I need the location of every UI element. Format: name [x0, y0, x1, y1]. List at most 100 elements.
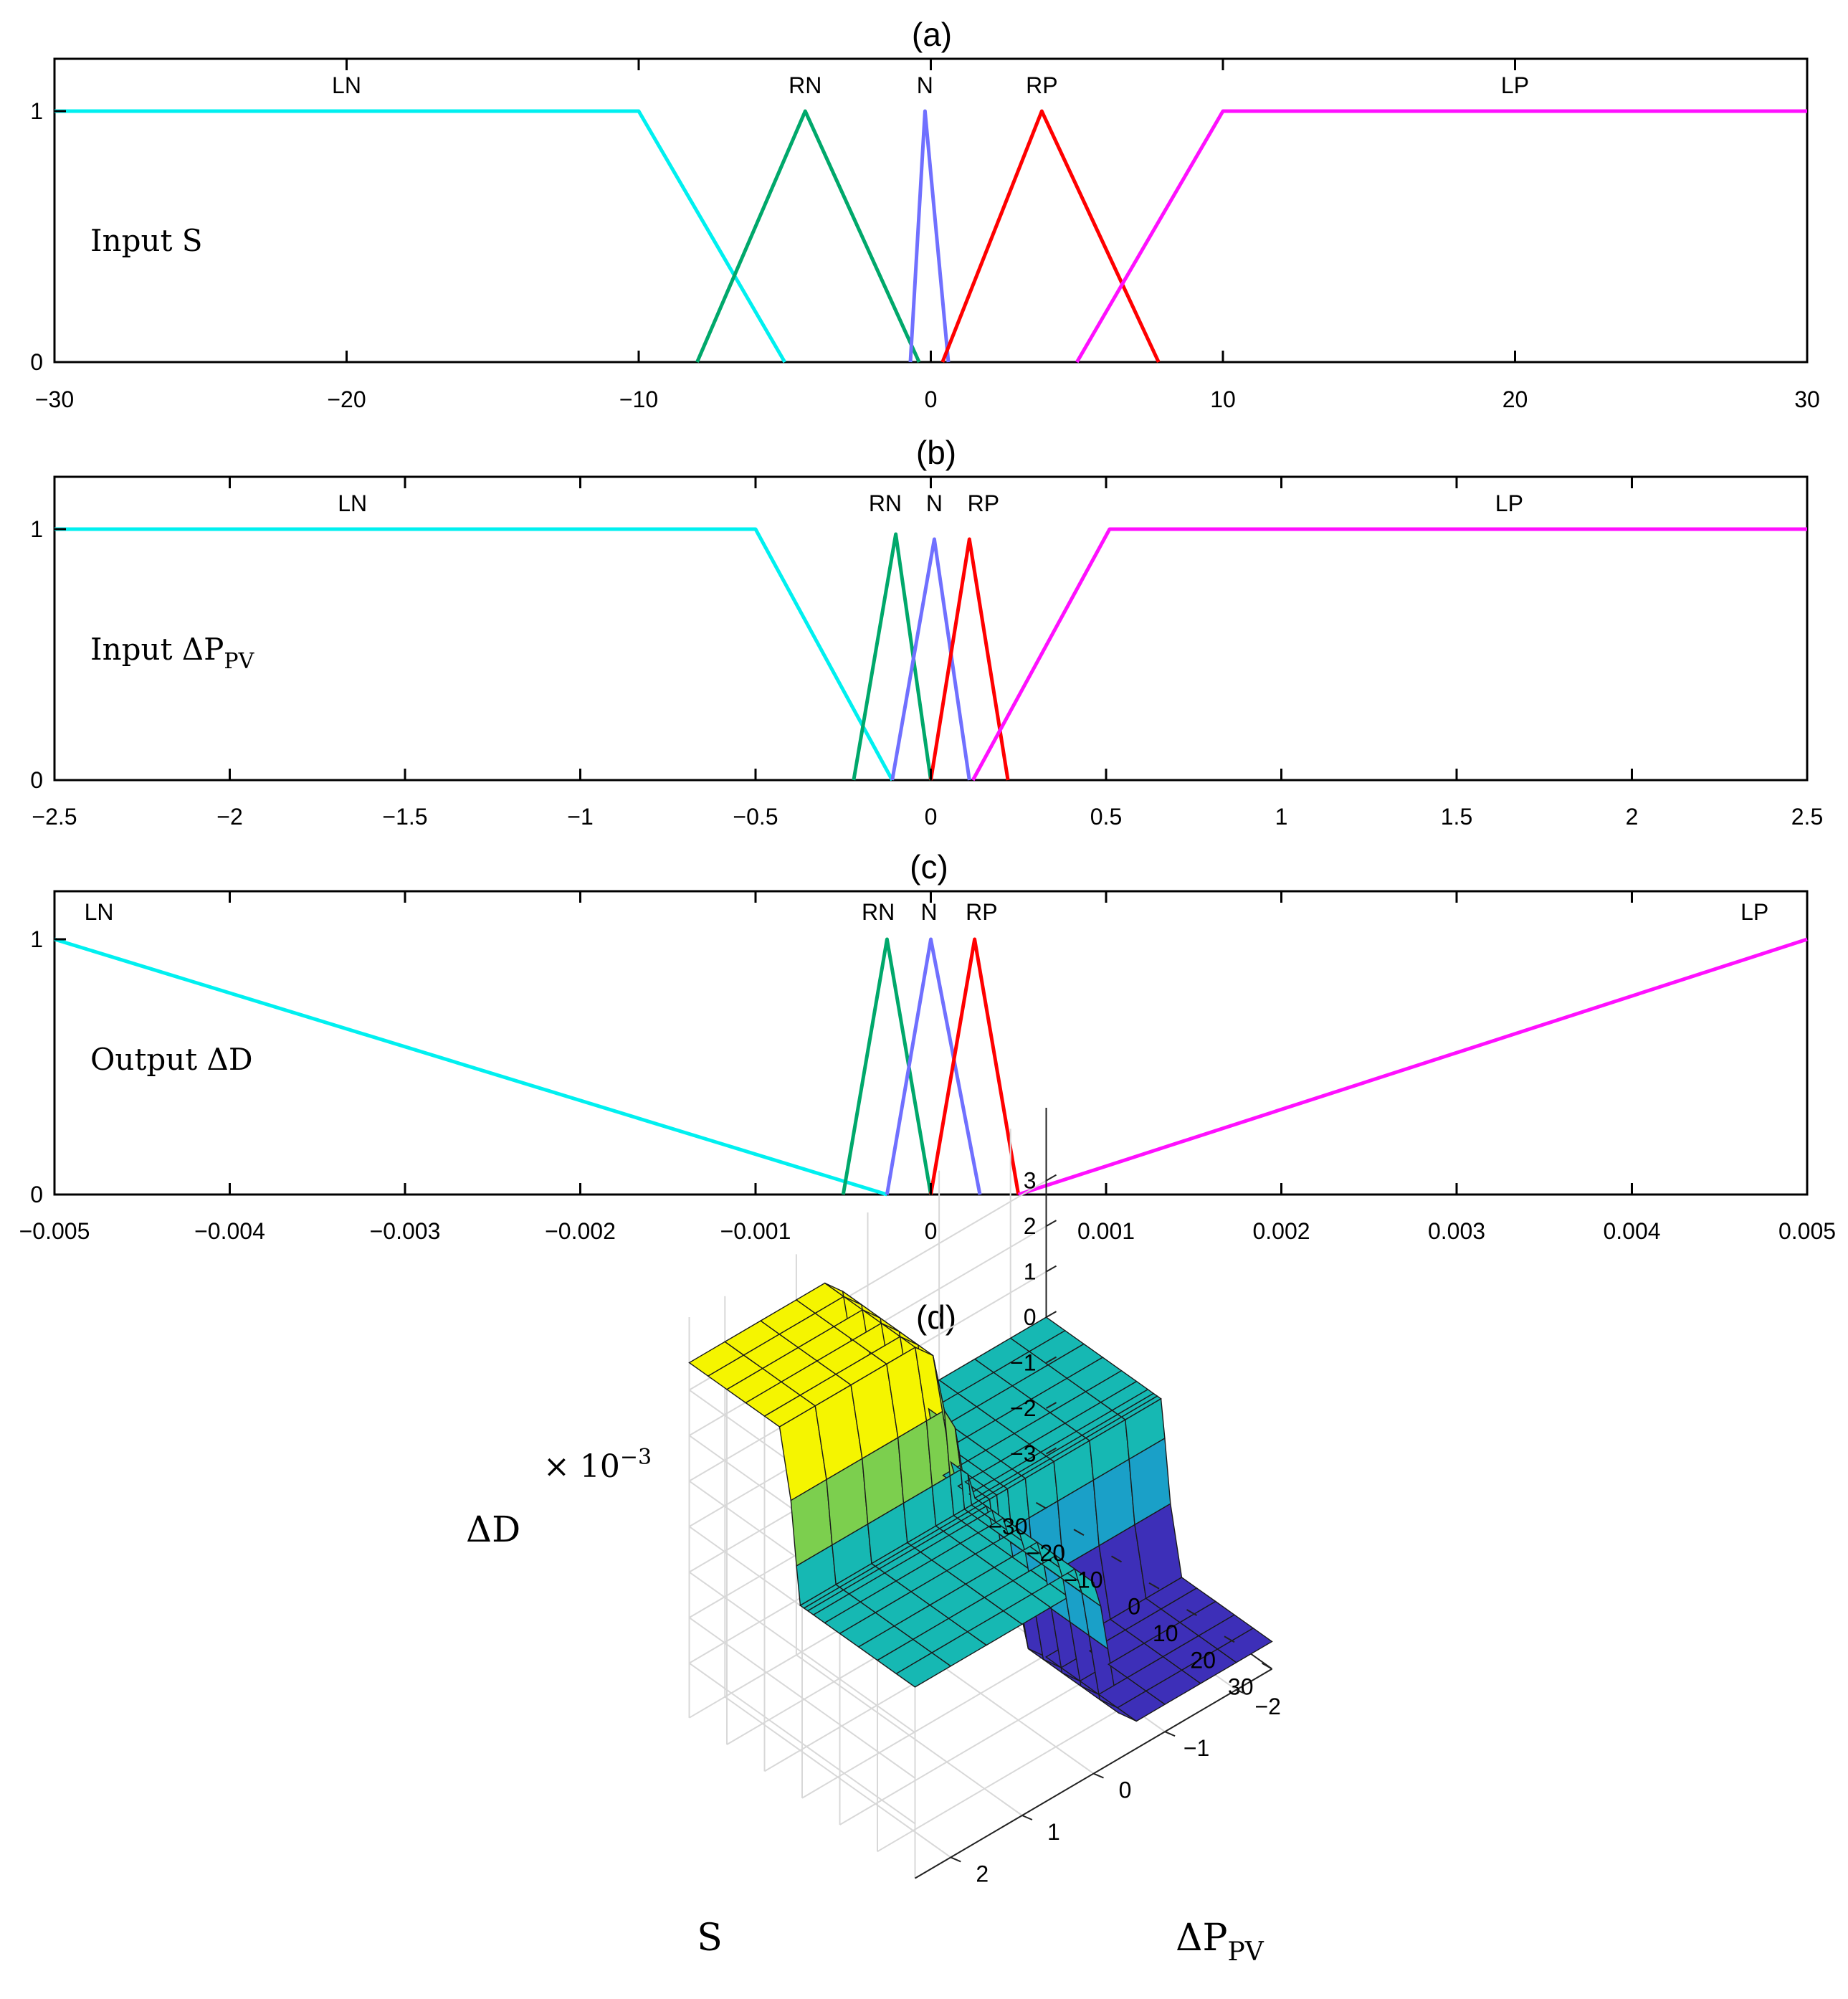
panel-a-line-lp [1075, 109, 1807, 364]
panel-b-xtick-label: −2.5 [32, 804, 77, 830]
panel-b-xtick-label: 1 [1275, 804, 1288, 830]
panel-b-xtick-label: 2.5 [1791, 804, 1823, 830]
panel-d-ztick-mark [1046, 1402, 1057, 1409]
panel-b-line-rn [852, 532, 933, 781]
panel-b-frame [53, 475, 1809, 782]
panel-a-input-s: (a) −30 −20 −10 0 10 20 30 0 1 LN RN N RP LP Input S [30, 16, 1820, 412]
panel-d-ytick-label: 0 [1119, 1777, 1132, 1803]
panel-d-xtick-mark [1186, 1609, 1197, 1616]
panel-b-line-lp [971, 527, 1807, 782]
panel-b-xtick-label: 2 [1626, 804, 1639, 830]
panel-d-ztick-mark [1046, 1174, 1057, 1182]
panel-c-line-rp [929, 937, 1021, 1195]
panel-b-ticks: −2.5 −2 −1.5 −1 −0.5 0 0.5 1 1.5 2 2.5 0 1 [30, 477, 1823, 830]
panel-d-y-axis-label: ΔPPV [1176, 1917, 1264, 1967]
panel-d-xtick-label: 10 [1153, 1620, 1178, 1646]
panel-b-xtick-label: −1.5 [382, 804, 427, 830]
panel-d-xtick-label: 30 [1228, 1674, 1254, 1700]
panel-d-xtick-mark [1148, 1582, 1160, 1590]
panel-d-ytick-label: −1 [1183, 1735, 1209, 1761]
panel-d-z-multiplier: × 10−3 [543, 1445, 652, 1485]
panel-b-xtick-label: −0.5 [733, 804, 778, 830]
panel-d-ztick-mark [1046, 1220, 1057, 1227]
panel-d-ytick-mark [1164, 1731, 1176, 1737]
panel-a-annotation: Input S [90, 223, 203, 258]
panel-c-xtick-label: 0 [925, 1218, 938, 1244]
panel-a-xtick-label: 0 [925, 386, 938, 412]
panel-d-ztick-mark [1046, 1311, 1057, 1318]
panel-c-label-n: N [921, 899, 938, 925]
panel-a-frame [53, 57, 1809, 364]
panel-d-ztick-label: −1 [1010, 1350, 1036, 1376]
panel-d-xtick-mark [1262, 1662, 1272, 1670]
panel-b-xtick-label: 0 [925, 804, 938, 830]
panel-c-line-lp [1017, 937, 1808, 1197]
panel-b-ytick-label: 1 [30, 516, 43, 542]
panel-d-ztick-label: 1 [1024, 1259, 1037, 1285]
panel-d-y-axis-label-main: ΔP [1176, 1917, 1228, 1960]
panel-d-surface-patch [1216, 1627, 1273, 1663]
panel-d-y-axis-label-sub: PV [1228, 1937, 1264, 1967]
panel-c-line-ln [54, 937, 888, 1197]
panel-d-ytick-mark [1093, 1772, 1104, 1779]
panel-d-ytick-mark [1236, 1689, 1247, 1695]
panel-d-xtick-mark [1224, 1635, 1235, 1643]
panel-a-series [54, 109, 1807, 364]
panel-a-line-rn [695, 109, 921, 364]
panel-a-xtick-label: 30 [1794, 386, 1820, 412]
panel-c-label-lp: LP [1740, 899, 1768, 925]
panel-a-xtick-label: 20 [1502, 386, 1528, 412]
panel-b-xtick-label: −2 [216, 804, 242, 830]
panel-b-label-n: N [926, 490, 943, 516]
panel-d-ztick-label: −2 [1010, 1395, 1036, 1421]
panel-c-label-ln: LN [85, 899, 114, 925]
panel-b-label-lp: LP [1495, 490, 1523, 516]
panel-c-xtick-label: 0.004 [1603, 1218, 1660, 1244]
panel-b-mf-labels: LN RN N RP LP [338, 490, 1523, 516]
panel-c-frame [53, 890, 1809, 1196]
panel-c-mf-labels: LN RN N RP LP [85, 899, 1769, 925]
panel-c-output-dd: (c) −0.005 −0.004 −0.003 −0.002 −0.001 0 0.001… [19, 848, 1836, 1244]
panel-d-ytick-mark [1021, 1815, 1033, 1820]
panel-d-ztick-label: −3 [1010, 1441, 1036, 1467]
panel-b-line-n [890, 537, 971, 781]
panel-a-label-ln: LN [332, 72, 361, 98]
panel-d-ztick-label: 2 [1024, 1213, 1037, 1239]
panel-a-ytick-label: 0 [30, 349, 43, 375]
panel-b-ytick-label: 0 [30, 767, 43, 793]
panel-b-xtick-label: 0.5 [1090, 804, 1122, 830]
panel-b-label-rn: RN [869, 490, 902, 516]
panel-b-annotation: Input ΔPPV [90, 632, 255, 674]
panel-c-xtick-label: −0.002 [545, 1218, 616, 1244]
panel-c-xtick-label: 0.002 [1252, 1218, 1310, 1244]
panel-a-mf-labels: LN RN N RP LP [332, 72, 1529, 98]
panel-a-xtick-label: −30 [35, 386, 74, 412]
panel-b-series [54, 527, 1807, 782]
panel-d-z-axis-label: ΔD [466, 1509, 520, 1550]
panel-a-xtick-label: −10 [619, 386, 658, 412]
panel-b-label-rp: RP [968, 490, 999, 516]
panel-c-title: (c) [910, 848, 948, 885]
panel-a-label-n: N [917, 72, 933, 98]
panel-a-ytick-label: 1 [30, 98, 43, 124]
panel-d-ytick-mark [950, 1856, 961, 1863]
panel-c-line-n [885, 937, 982, 1195]
panel-d-z-multiplier-base: × 10 [543, 1448, 620, 1485]
panel-a-xtick-label: −20 [327, 386, 366, 412]
panel-c-xtick-label: −0.003 [370, 1218, 441, 1244]
panel-d-surface-mesh [688, 1282, 1273, 1722]
panel-d-xtick-label: −10 [1064, 1567, 1102, 1592]
panel-a-xtick-label: 10 [1210, 386, 1236, 412]
panel-b-label-ln: LN [338, 490, 367, 516]
panel-d-xtick-mark [1073, 1529, 1085, 1536]
panel-c-label-rp: RP [966, 899, 997, 925]
panel-c-label-rn: RN [862, 899, 895, 925]
panel-b-annotation-main: Input ΔP [90, 632, 224, 667]
panel-b-line-rp [929, 537, 1010, 781]
panel-d-title: (d) [916, 1298, 956, 1336]
panel-d-xtick-mark [1111, 1555, 1122, 1563]
panel-c-annotation: Output ΔD [90, 1042, 253, 1077]
